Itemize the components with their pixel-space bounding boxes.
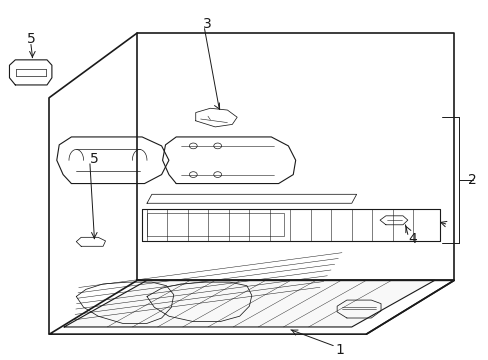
Text: 4: 4 (407, 232, 416, 246)
Text: 5: 5 (26, 32, 35, 46)
Polygon shape (64, 280, 434, 327)
Text: 3: 3 (202, 17, 211, 31)
Text: 2: 2 (468, 173, 476, 187)
Text: 5: 5 (90, 152, 99, 166)
Text: 1: 1 (334, 343, 344, 357)
